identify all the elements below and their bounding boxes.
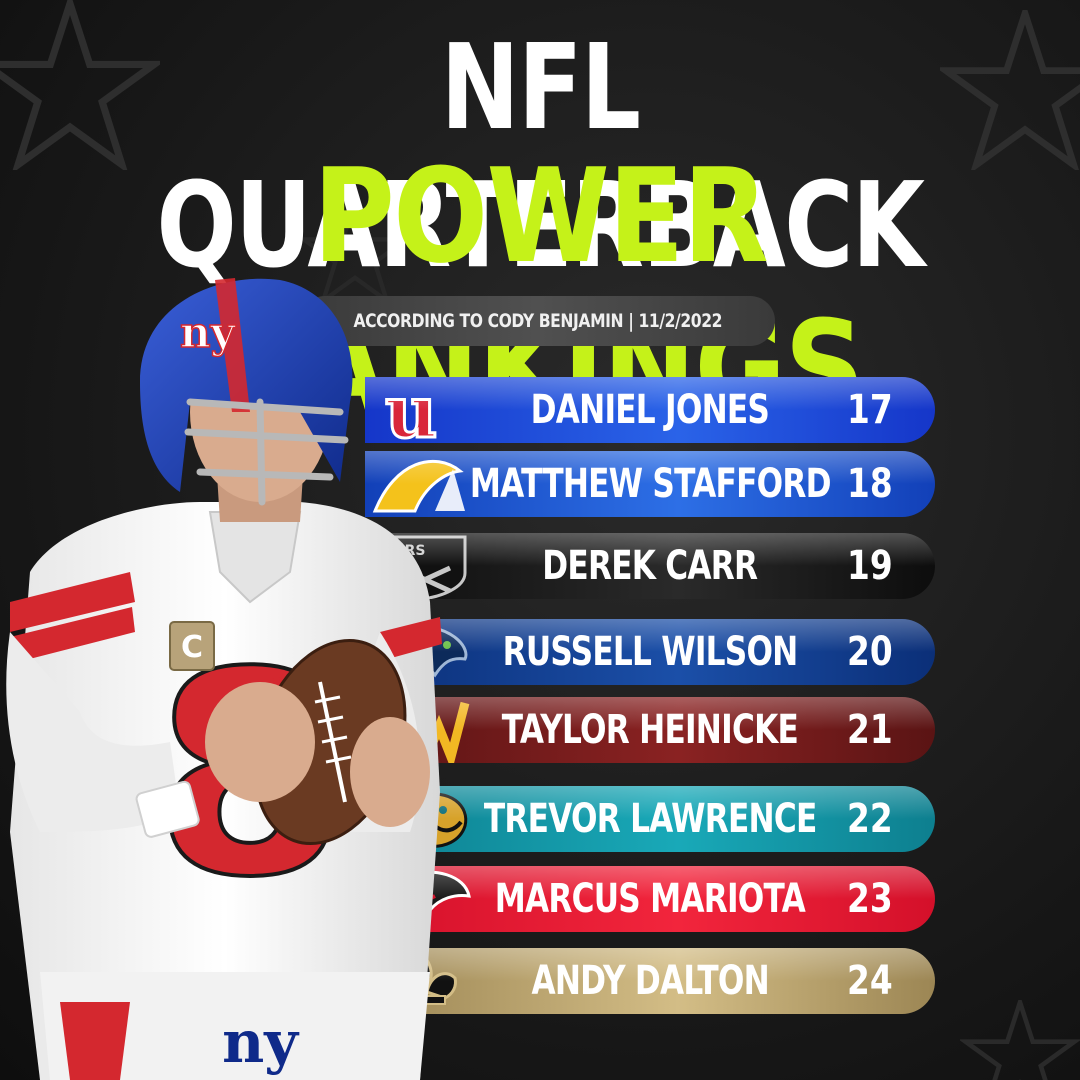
title-line-1: NFL QUARTERBACK — [156, 18, 926, 294]
player-rank: 24 — [847, 958, 893, 1004]
player-name: RUSSELL WILSON — [502, 629, 799, 675]
player-rank: 19 — [847, 543, 893, 589]
svg-text:ny: ny — [222, 1008, 300, 1076]
player-rank: 22 — [847, 796, 893, 842]
byline-text: ACCORDING TO CODY BENJAMIN | 11/2/2022 — [353, 310, 722, 332]
background-star-icon — [960, 1000, 1080, 1080]
player-name: ANDY DALTON — [531, 958, 769, 1004]
giants-ny-logo-icon: u — [384, 377, 439, 443]
svg-text:ny: ny — [180, 308, 237, 357]
ranking-row: u DANIEL JONES 17 — [365, 377, 935, 443]
player-name: DEREK CARR — [542, 543, 759, 589]
svg-text:u: u — [385, 377, 437, 443]
rams-horn-logo-icon — [372, 459, 465, 513]
quarterback-player-illustration: 8 ny C ny ny — [6, 278, 442, 1080]
player-name: TREVOR LAWRENCE — [483, 796, 817, 842]
background-star-icon — [300, 200, 410, 304]
player-rank: 18 — [847, 461, 893, 507]
player-name: TAYLOR HEINICKE — [501, 707, 799, 753]
background-star-icon — [0, 0, 160, 170]
background-star-icon — [940, 10, 1080, 170]
player-name: MARCUS MARIOTA — [494, 876, 806, 922]
player-rank: 21 — [847, 707, 893, 753]
player-rank: 17 — [847, 387, 893, 433]
byline-pill: ACCORDING TO CODY BENJAMIN | 11/2/2022 — [300, 296, 775, 346]
player-rank: 20 — [847, 629, 893, 675]
player-name: MATTHEW STAFFORD — [469, 461, 832, 507]
player-rank: 23 — [847, 876, 893, 922]
player-name: DANIEL JONES — [530, 387, 770, 433]
captain-patch: C — [181, 630, 203, 665]
